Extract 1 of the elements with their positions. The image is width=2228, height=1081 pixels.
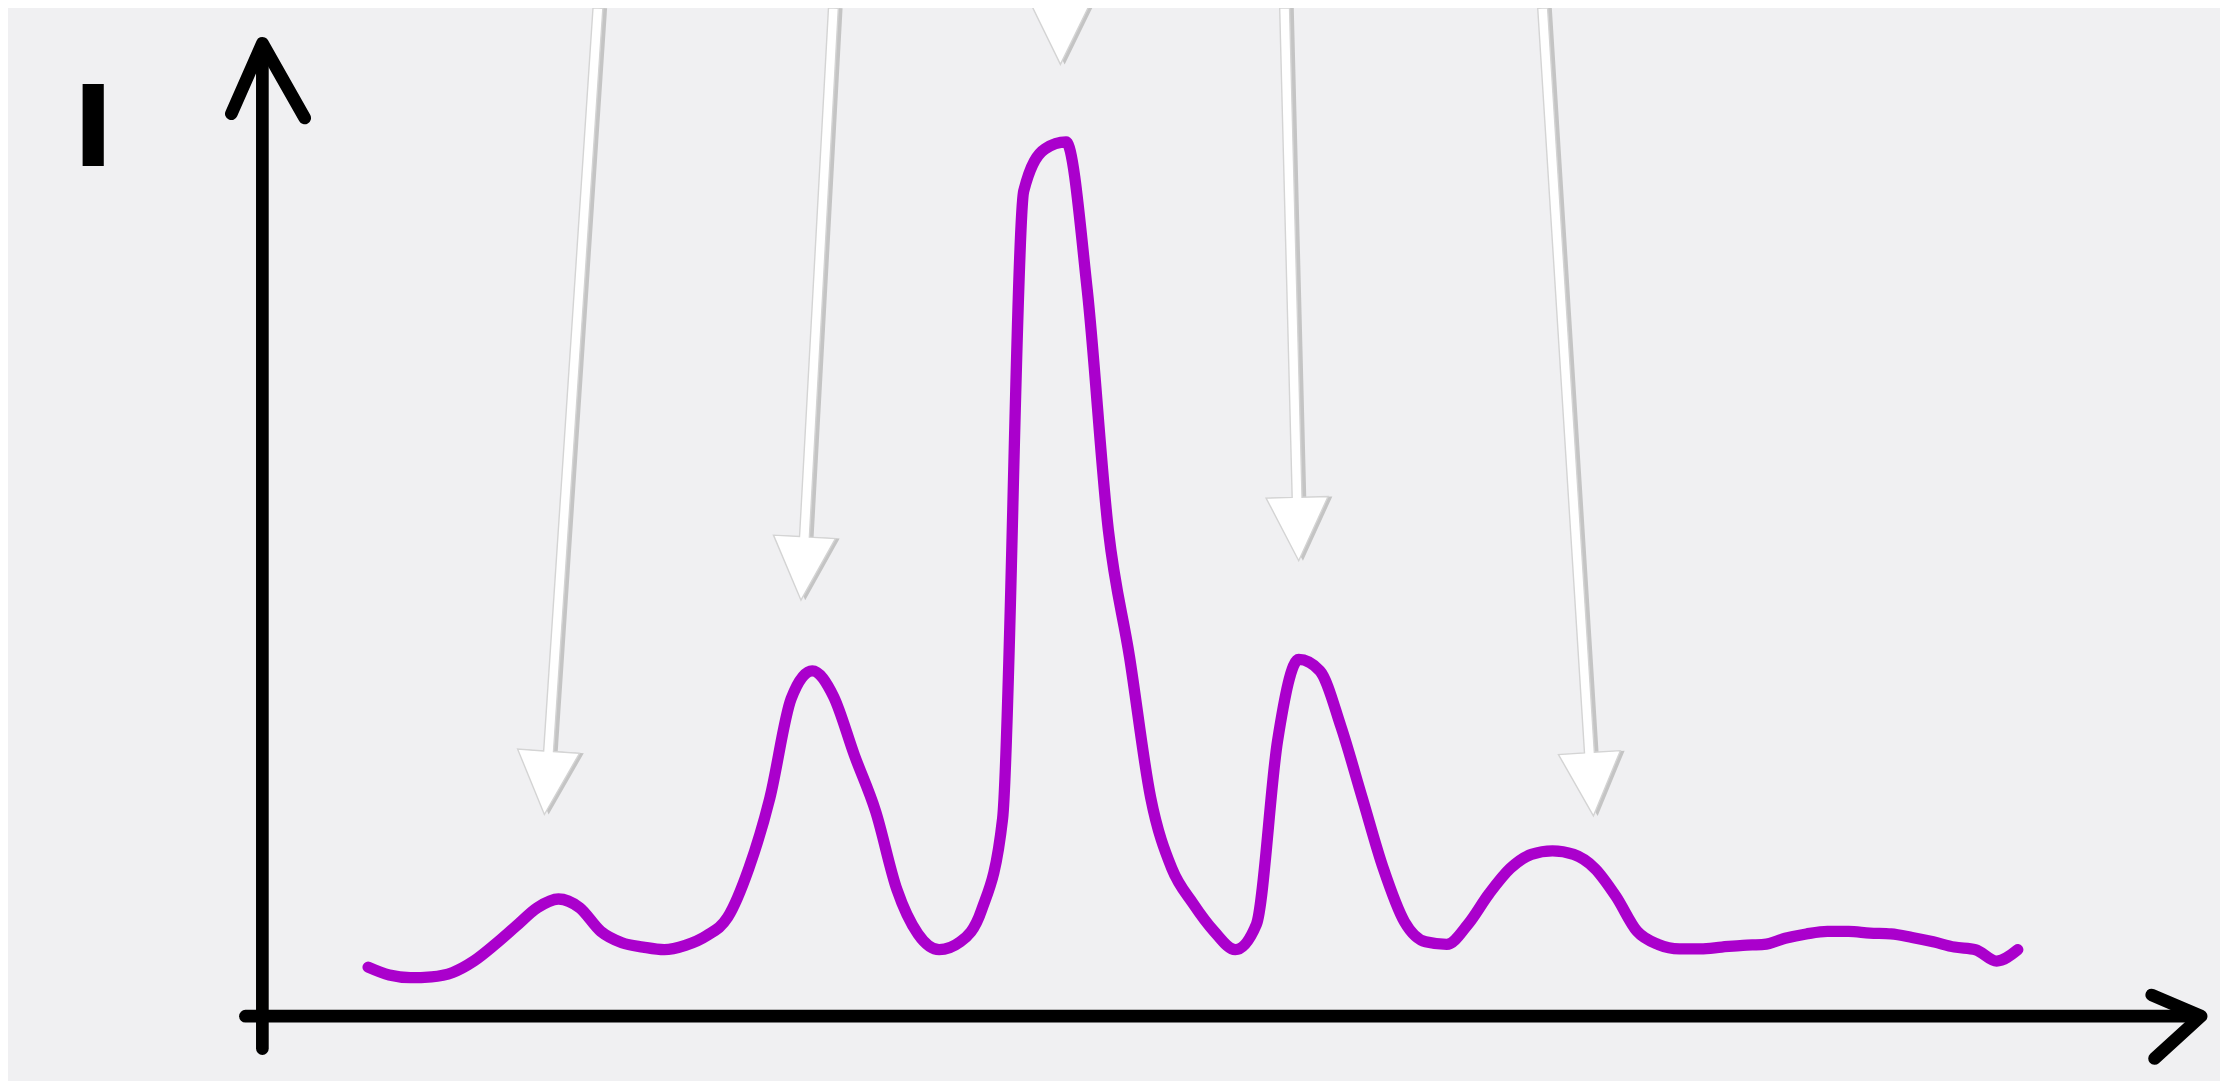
y-axis-title: I — [72, 60, 115, 193]
